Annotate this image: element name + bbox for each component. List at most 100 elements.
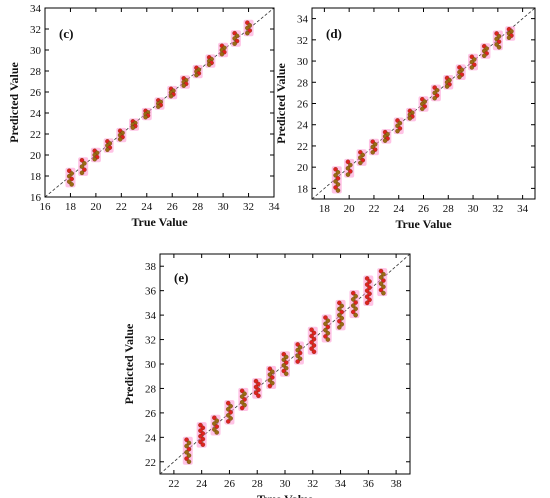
y-tick-label: 32: [30, 24, 41, 36]
data-point: [381, 284, 386, 290]
data-point: [337, 318, 342, 324]
data-point: [358, 160, 363, 166]
data-point: [228, 416, 233, 421]
data-point: [267, 372, 273, 377]
data-point: [186, 453, 192, 458]
data-point: [407, 116, 413, 121]
data-point: [214, 418, 220, 423]
data-point: [214, 430, 220, 435]
chart-panel-c: 16 18 20 22 24 26 28 30 32 34 16 18 20 22 24 26 28 30 32 34…: [7, 3, 280, 229]
y-tick-label: 38: [145, 261, 157, 273]
data-point: [186, 440, 192, 446]
data-point: [335, 176, 341, 181]
y-tick-label: 18: [297, 183, 309, 195]
data-point: [219, 51, 225, 57]
data-point: [337, 306, 342, 312]
data-point: [381, 278, 386, 283]
data-point: [323, 327, 328, 333]
y-tick-label: 34: [30, 3, 42, 15]
data-point: [239, 388, 245, 394]
x-tick-label: 30: [218, 201, 230, 213]
data-point: [295, 359, 300, 364]
x-tick-label: 24: [196, 478, 208, 490]
data-point: [345, 159, 351, 165]
data-point: [378, 275, 384, 280]
x-tick-label: 26: [418, 203, 430, 215]
data-point: [311, 330, 317, 336]
data-point: [228, 403, 233, 409]
data-point: [350, 309, 356, 315]
data-point: [335, 188, 341, 193]
data-point: [295, 347, 300, 353]
panel-label: (d): [326, 26, 342, 41]
data-point: [184, 456, 189, 461]
data-point: [186, 446, 192, 452]
data-point: [92, 156, 97, 162]
x-tick-label: 24: [141, 201, 153, 213]
y-tick-label: 22: [145, 457, 156, 469]
data-point: [184, 443, 189, 449]
data-point: [364, 288, 370, 293]
y-tick-label: 32: [145, 335, 156, 347]
data-point: [348, 169, 353, 174]
x-tick-label: 36: [363, 478, 375, 490]
data-point: [270, 369, 275, 374]
data-point: [69, 182, 74, 187]
data-point: [382, 138, 388, 143]
data-point: [325, 318, 331, 323]
data-point: [297, 345, 303, 350]
y-tick-label: 34: [145, 310, 157, 322]
data-point: [143, 114, 148, 120]
data-point: [323, 315, 328, 320]
data-point: [337, 325, 342, 330]
y-tick-label: 32: [297, 35, 308, 47]
panel-label: (c): [59, 26, 73, 41]
data-point: [333, 173, 338, 178]
data-point: [79, 170, 85, 176]
data-point: [225, 400, 231, 406]
y-tick-label: 28: [30, 66, 42, 78]
data-point: [253, 390, 259, 396]
x-tick-label: 16: [40, 201, 52, 213]
data-point: [253, 384, 259, 390]
data-point: [297, 350, 303, 356]
data-point: [367, 279, 372, 284]
data-point: [395, 128, 400, 134]
data-point: [345, 172, 351, 177]
data-point: [194, 72, 199, 78]
y-tick-label: 18: [30, 171, 42, 183]
data-point: [256, 393, 261, 399]
y-tick-label: 26: [30, 87, 42, 99]
data-point: [432, 95, 437, 101]
data-point: [267, 366, 273, 372]
x-tick-label: 26: [167, 201, 179, 213]
data-point: [337, 300, 342, 306]
y-tick-label: 16: [30, 192, 42, 204]
data-point: [353, 312, 358, 318]
y-tick-label: 26: [145, 408, 157, 420]
data-point: [311, 336, 317, 342]
data-point: [506, 35, 512, 40]
data-point: [337, 312, 342, 318]
chart-panel-d: 18 20 22 24 26 28 30 32 34 18 20 22 24 26 28 30 32 34 (d) T…: [274, 7, 536, 231]
x-axis-title: True Value: [131, 215, 188, 229]
x-tick-label: 28: [192, 201, 204, 213]
data-point: [212, 427, 217, 432]
data-point: [309, 327, 314, 333]
data-point: [309, 333, 314, 339]
data-point: [378, 287, 384, 293]
x-tick-label: 22: [168, 478, 179, 490]
data-point: [339, 315, 345, 321]
x-tick-label: 24: [393, 203, 405, 215]
data-point: [309, 340, 314, 345]
data-point: [239, 400, 245, 405]
data-point: [381, 272, 386, 277]
data-point: [496, 45, 502, 50]
data-point: [381, 290, 386, 296]
data-point: [378, 281, 384, 286]
data-point: [242, 391, 247, 396]
data-point: [339, 309, 345, 315]
data-point: [228, 410, 233, 415]
data-point: [333, 179, 338, 184]
y-tick-label: 30: [145, 359, 157, 371]
